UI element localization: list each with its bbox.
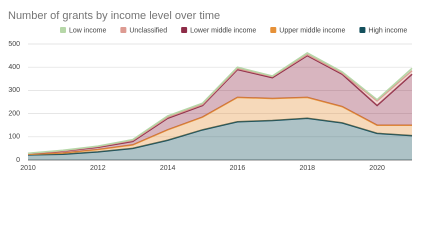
y-tick-label: 400 — [8, 64, 20, 71]
y-tick-label: 100 — [8, 134, 20, 141]
page: {"chart_data": {"type": "stacked-area", … — [8, 9, 413, 172]
x-tick-label: 2018 — [299, 165, 315, 172]
legend-label: Unclassified — [129, 27, 167, 34]
area-line — [27, 96, 412, 155]
y-tick-label: 200 — [8, 110, 20, 117]
legend-swatch — [60, 27, 66, 33]
legend-swatch — [181, 27, 188, 33]
legend-label: Low income — [69, 27, 106, 34]
area-line — [27, 117, 413, 156]
legend-label: High income — [368, 27, 407, 34]
x-tick-label: 2014 — [160, 165, 176, 172]
chart: Number of grants by income level over ti… — [8, 10, 413, 172]
legend-swatch — [270, 27, 277, 33]
x-tick-label: 2010 — [20, 165, 36, 172]
area — [28, 55, 412, 155]
y-tick-label: 0 — [16, 157, 20, 164]
legend-swatch — [120, 27, 127, 33]
x-tick-label: 2020 — [369, 165, 385, 172]
area-line — [27, 51, 413, 155]
x-tick-label: 2016 — [230, 165, 246, 172]
legend-label: Lower middle income — [190, 27, 256, 34]
area — [28, 97, 412, 155]
y-tick-label: 500 — [8, 41, 20, 48]
legend-swatch — [359, 27, 366, 33]
y-tick-label: 300 — [8, 87, 20, 94]
chart-title: Number of grants by income level over ti… — [8, 10, 220, 22]
legend-label: Upper middle income — [279, 27, 345, 34]
x-tick-label: 2012 — [90, 165, 106, 172]
